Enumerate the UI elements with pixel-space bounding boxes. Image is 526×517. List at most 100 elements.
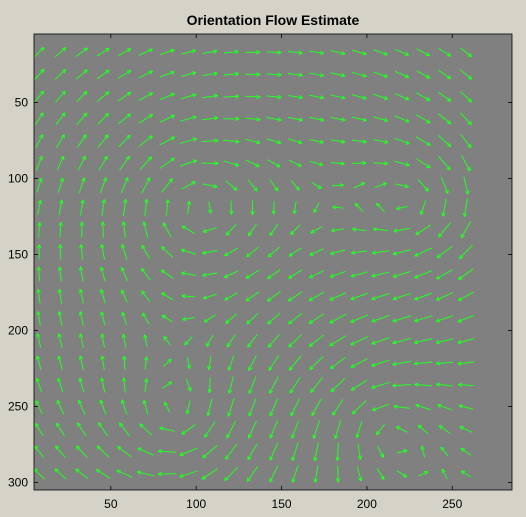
flow-arrow: [329, 292, 347, 301]
flow-arrow: [351, 139, 367, 144]
flow-arrow: [78, 177, 86, 194]
flow-arrow: [287, 72, 303, 78]
flow-arrow: [394, 160, 410, 167]
flow-arrow: [35, 400, 43, 415]
flow-arrow: [100, 355, 105, 371]
flow-arrow: [180, 71, 197, 77]
flow-arrow: [332, 399, 344, 416]
flow-arrow: [441, 468, 448, 479]
flow-arrow: [392, 292, 411, 301]
flow-arrow: [121, 221, 127, 239]
flow-arrow: [414, 315, 433, 323]
flow-arrow: [78, 266, 84, 282]
flow-arrow: [79, 199, 85, 216]
flow-arrow: [202, 49, 218, 54]
flow-arrow: [78, 399, 86, 415]
flow-arrow: [394, 115, 410, 123]
flow-arrow: [247, 333, 258, 348]
flow-arrow: [287, 95, 303, 100]
flow-arrow: [117, 70, 132, 79]
flow-arrow: [159, 426, 175, 432]
flow-arrow: [117, 113, 132, 125]
flow-arrow: [244, 138, 261, 145]
flow-arrow: [223, 247, 239, 257]
flow-arrow: [436, 382, 453, 387]
flow-arrow: [459, 112, 472, 126]
flow-arrow: [329, 335, 347, 347]
flow-arrow: [335, 442, 340, 461]
flow-arrow: [120, 399, 128, 415]
flow-arrow: [76, 422, 87, 437]
flow-arrow: [57, 355, 63, 371]
flow-arrow: [100, 377, 106, 393]
flow-arrow: [36, 244, 42, 260]
flow-arrow: [163, 335, 171, 346]
x-tick-label: 150: [272, 497, 292, 511]
flow-arrow: [223, 139, 240, 144]
flow-arrow: [159, 92, 175, 101]
flow-arrow: [201, 468, 218, 480]
y-tick-label: 250: [8, 399, 28, 413]
flow-arrow: [372, 227, 389, 232]
flow-arrow: [460, 447, 472, 456]
flow-arrow: [441, 198, 447, 217]
flow-arrow: [438, 47, 452, 57]
flow-arrow: [350, 314, 369, 323]
flow-arrow: [287, 50, 303, 55]
flow-arrow: [266, 117, 282, 122]
axes-area[interactable]: [34, 34, 512, 490]
flow-arrow: [54, 47, 67, 58]
flow-arrow: [394, 70, 410, 79]
flow-arrow: [117, 91, 132, 102]
flow-arrow: [57, 377, 64, 393]
flow-arrow: [266, 138, 282, 145]
flow-arrow: [35, 355, 42, 371]
flow-arrow: [287, 291, 303, 302]
flow-arrow: [459, 47, 473, 58]
flow-arrow: [34, 422, 44, 437]
flow-arrow: [460, 470, 471, 478]
flow-arrow: [100, 333, 105, 348]
flow-arrow: [458, 244, 473, 260]
flow-arrow: [440, 176, 449, 194]
flow-arrow: [308, 270, 324, 279]
flow-arrow: [202, 183, 218, 189]
flow-arrow: [223, 94, 240, 99]
flow-arrow: [227, 376, 234, 394]
flow-arrow: [157, 449, 177, 454]
flow-arrow: [201, 93, 218, 99]
flow-arrow: [227, 355, 235, 371]
flow-arrow: [459, 69, 473, 80]
flow-arrow: [98, 155, 108, 171]
flow-arrow: [371, 293, 390, 301]
flow-arrow: [372, 139, 389, 145]
flow-arrow: [96, 47, 110, 57]
flow-arrow: [244, 94, 261, 99]
flow-arrow: [248, 398, 257, 417]
flow-arrow: [206, 398, 213, 417]
flow-arrow: [246, 246, 259, 258]
flow-arrow: [118, 134, 131, 148]
y-axis-ticks: 50 100 150 200 250 300: [8, 95, 512, 489]
flow-arrow: [139, 423, 153, 436]
flow-arrow: [329, 356, 346, 370]
flow-arrow: [224, 466, 239, 482]
flow-arrow: [223, 160, 240, 167]
flow-arrow: [287, 116, 303, 122]
flow-arrow: [413, 338, 433, 345]
flow-arrow: [142, 312, 150, 325]
flow-arrow: [121, 311, 128, 326]
flow-arrow: [179, 470, 198, 478]
flow-arrow: [57, 177, 64, 193]
flow-arrow: [267, 159, 281, 168]
flow-arrow: [75, 47, 88, 57]
flow-arrow: [201, 250, 218, 255]
flow-arrow: [162, 358, 172, 368]
flow-arrow: [266, 94, 282, 100]
flow-arrow: [157, 471, 177, 477]
flow-arrow: [96, 91, 110, 102]
flow-arrow: [438, 222, 451, 238]
flow-arrow: [244, 72, 261, 77]
flow-arrow: [392, 337, 412, 345]
